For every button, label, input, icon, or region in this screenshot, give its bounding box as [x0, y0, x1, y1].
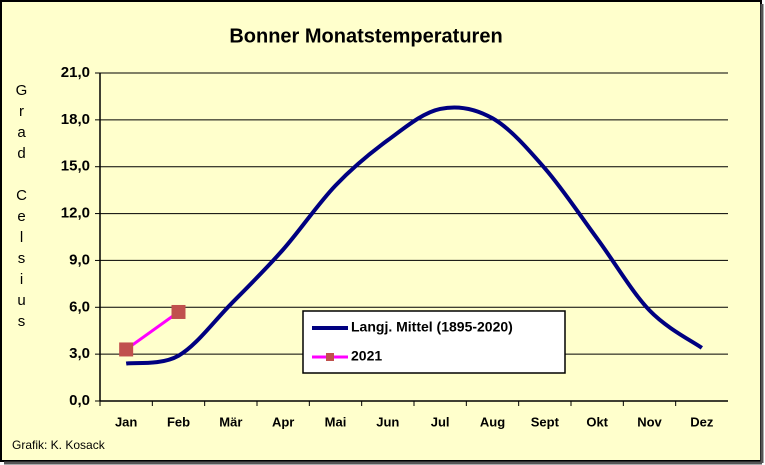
x-tick-label: Sept [531, 414, 560, 429]
marker [119, 342, 134, 357]
x-tick-label: Jul [431, 414, 450, 429]
x-tick-label: Jun [376, 414, 399, 429]
y-tick-label: 15,0 [61, 158, 90, 175]
legend-marker [326, 353, 334, 361]
series-line [125, 105, 703, 366]
footer: Grafik: K. Kosack [12, 438, 106, 452]
y-tick-label: 21,0 [61, 64, 90, 81]
marker [171, 304, 186, 319]
y-tick-label: 9,0 [69, 251, 90, 268]
y-tick-label: 12,0 [61, 205, 90, 222]
y-axis-label: Grad Celsius [13, 82, 30, 334]
y-tick-label: 18,0 [61, 111, 90, 128]
x-tick-label: Aug [480, 414, 505, 429]
y-tick-label: 0,0 [69, 392, 90, 409]
x-tick-label: Feb [167, 414, 190, 429]
x-tick-label: Mär [219, 414, 242, 429]
legend-label: 2021 [351, 348, 382, 364]
x-tick-label: Mai [325, 414, 347, 429]
legend-box [302, 310, 566, 374]
x-tick-label: Nov [637, 414, 662, 429]
y-tick-label: 6,0 [69, 298, 90, 315]
series-line [125, 310, 180, 351]
x-tick-label: Apr [272, 414, 294, 429]
legend-label: Langj. Mittel (1895-2020) [351, 319, 513, 335]
x-tick-label: Jan [115, 414, 137, 429]
y-tick-label: 3,0 [69, 345, 90, 362]
chart-title: Bonner Monatstemperaturen [229, 25, 502, 47]
x-tick-label: Dez [690, 414, 714, 429]
x-tick-label: Okt [586, 414, 608, 429]
